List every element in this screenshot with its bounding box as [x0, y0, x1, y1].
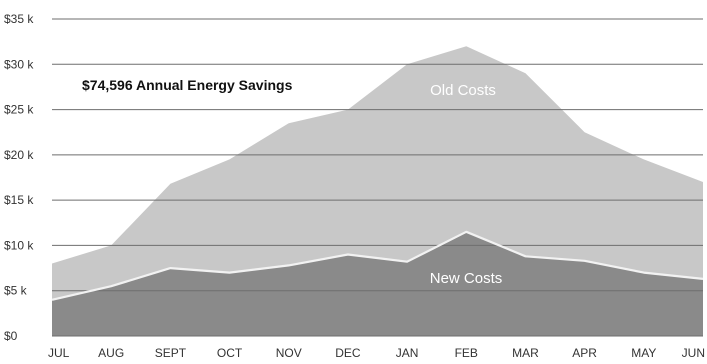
new-costs-label: New Costs [430, 270, 503, 287]
annual-savings-annotation: $74,596 Annual Energy Savings [82, 77, 293, 93]
old-costs-label: Old Costs [430, 82, 496, 99]
x-tick-label: AUG [98, 346, 124, 360]
x-tick-label: MAY [631, 346, 656, 360]
x-tick-label: FEB [455, 346, 478, 360]
series-lines [51, 230, 704, 301]
x-tick-label: APR [572, 346, 597, 360]
y-tick-label: $35 k [4, 12, 34, 26]
x-axis-ticks: JUL AUG SEPT OCT NOV DEC JAN FEB MAR APR MAY JUN [48, 346, 705, 360]
gridlines [52, 18, 703, 337]
x-tick-label: DEC [335, 346, 361, 360]
x-tick-label: MAR [512, 346, 539, 360]
y-tick-label: $0 [4, 329, 18, 343]
x-tick-label: SEPT [155, 346, 187, 360]
y-axis-ticks: $0 $5 k $10 k $15 k $20 k $25 k $30 k $35 k [4, 12, 34, 343]
x-tick-label: JUN [682, 346, 705, 360]
y-tick-label: $15 k [4, 193, 34, 207]
x-tick-label: OCT [217, 346, 243, 360]
y-tick-label: $5 k [4, 284, 28, 298]
y-tick-label: $25 k [4, 103, 34, 117]
series-line-new-costs [51, 230, 704, 301]
y-tick-label: $30 k [4, 57, 34, 71]
x-tick-label: JUL [48, 346, 70, 360]
x-tick-label: JAN [396, 346, 419, 360]
y-tick-label: $20 k [4, 148, 34, 162]
x-tick-label: NOV [276, 346, 302, 360]
y-tick-label: $10 k [4, 238, 34, 252]
